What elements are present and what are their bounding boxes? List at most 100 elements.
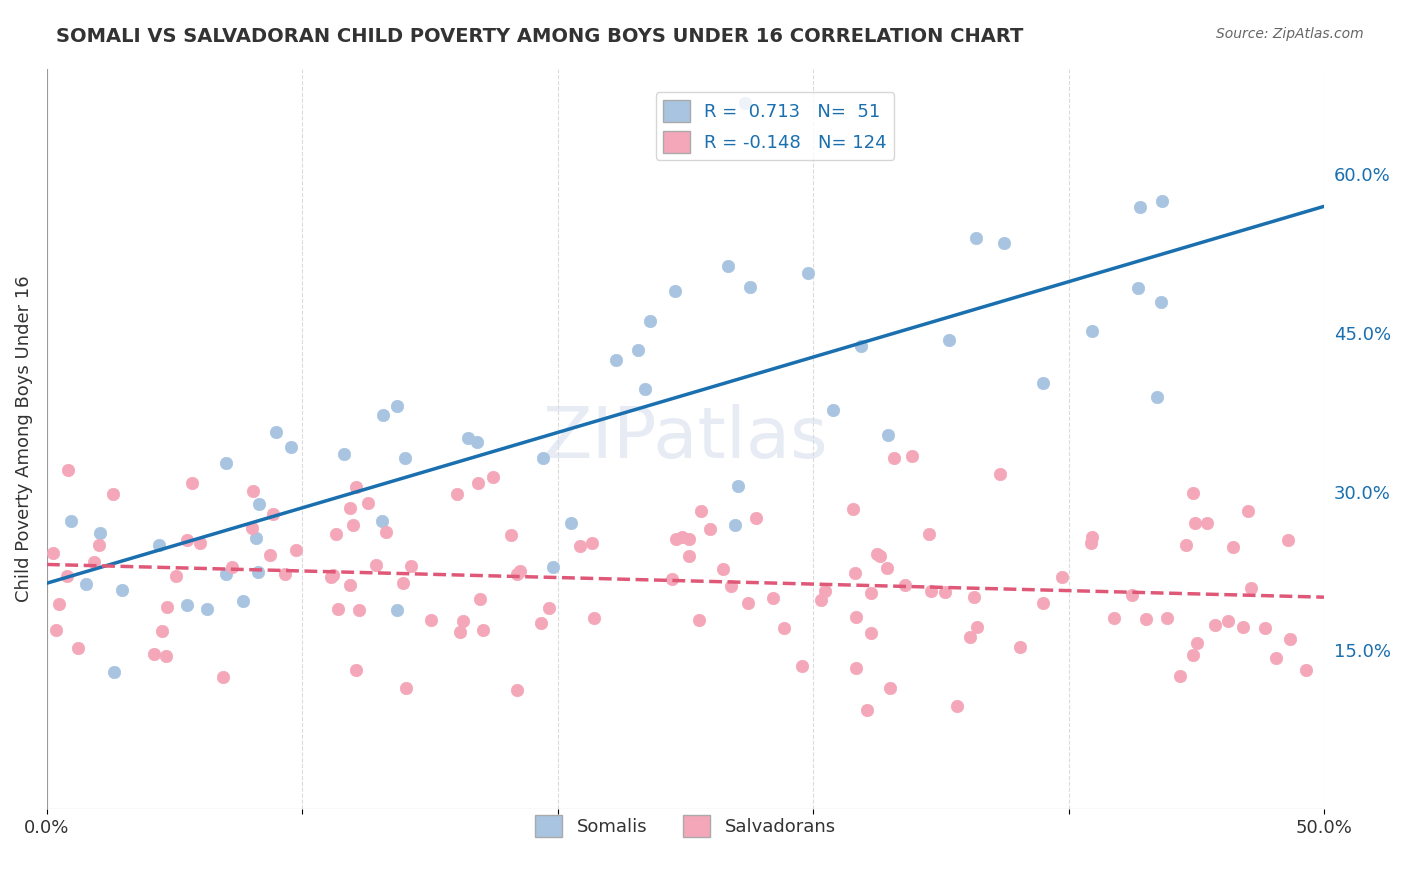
Point: [762, 591, 785, 605]
Point: [246, 566, 269, 580]
Point: [856, 703, 879, 717]
Point: [901, 449, 924, 463]
Point: [541, 559, 564, 574]
Point: [740, 280, 762, 294]
Point: [221, 559, 243, 574]
Point: [1254, 621, 1277, 635]
Point: [322, 568, 344, 582]
Point: [1204, 617, 1226, 632]
Point: [876, 561, 898, 575]
Point: [1150, 194, 1173, 208]
Point: [180, 475, 202, 490]
Point: [166, 568, 188, 582]
Point: [627, 343, 650, 357]
Point: [1265, 651, 1288, 665]
Point: [344, 480, 367, 494]
Point: [869, 549, 891, 564]
Point: [720, 579, 742, 593]
Point: [101, 487, 124, 501]
Point: [262, 507, 284, 521]
Point: [1277, 533, 1299, 548]
Point: [111, 582, 134, 597]
Point: [1008, 640, 1031, 654]
Point: [215, 456, 238, 470]
Point: [699, 522, 721, 536]
Point: [370, 514, 392, 528]
Point: [385, 603, 408, 617]
Point: [1121, 588, 1143, 602]
Point: [509, 564, 531, 578]
Point: [537, 600, 560, 615]
Text: SOMALI VS SALVADORAN CHILD POVERTY AMONG BOYS UNDER 16 CORRELATION CHART: SOMALI VS SALVADORAN CHILD POVERTY AMONG…: [56, 27, 1024, 45]
Point: [845, 610, 868, 624]
Point: [814, 584, 837, 599]
Point: [866, 547, 889, 561]
Point: [266, 425, 288, 440]
Point: [42, 546, 65, 560]
Point: [877, 428, 900, 442]
Point: [1184, 516, 1206, 531]
Point: [918, 527, 941, 541]
Point: [505, 567, 527, 582]
Point: [143, 648, 166, 662]
Point: [467, 475, 489, 490]
Point: [920, 584, 942, 599]
Y-axis label: Child Poverty Among Boys Under 16: Child Poverty Among Boys Under 16: [15, 276, 32, 602]
Point: [482, 470, 505, 484]
Point: [963, 590, 986, 604]
Point: [471, 624, 494, 638]
Point: [285, 542, 308, 557]
Text: ZIPatlas: ZIPatlas: [543, 404, 828, 474]
Point: [1216, 614, 1239, 628]
Point: [394, 451, 416, 466]
Point: [420, 613, 443, 627]
Point: [530, 616, 553, 631]
Point: [195, 602, 218, 616]
Point: [366, 558, 388, 572]
Point: [717, 260, 740, 274]
Point: [75, 576, 97, 591]
Point: [211, 670, 233, 684]
Point: [1237, 504, 1260, 518]
Point: [176, 533, 198, 548]
Point: [605, 353, 627, 368]
Point: [737, 596, 759, 610]
Point: [176, 599, 198, 613]
Point: [457, 431, 479, 445]
Point: [45, 624, 67, 638]
Point: [505, 683, 527, 698]
Point: [59, 514, 82, 528]
Point: [988, 467, 1011, 481]
Point: [259, 549, 281, 563]
Point: [1232, 620, 1254, 634]
Point: [66, 641, 89, 656]
Point: [89, 526, 111, 541]
Point: [690, 504, 713, 518]
Point: [347, 603, 370, 617]
Point: [339, 501, 361, 516]
Point: [83, 555, 105, 569]
Point: [55, 569, 77, 583]
Point: [560, 516, 582, 530]
Point: [727, 479, 749, 493]
Point: [1168, 668, 1191, 682]
Point: [965, 231, 987, 245]
Point: [394, 681, 416, 695]
Point: [399, 559, 422, 574]
Point: [1156, 611, 1178, 625]
Point: [1150, 295, 1173, 310]
Point: [87, 539, 110, 553]
Point: [688, 613, 710, 627]
Point: [772, 622, 794, 636]
Point: [1135, 612, 1157, 626]
Point: [581, 535, 603, 549]
Point: [467, 434, 489, 449]
Point: [1080, 531, 1102, 545]
Point: [150, 624, 173, 638]
Point: [326, 602, 349, 616]
Point: [501, 528, 523, 542]
Point: [713, 561, 735, 575]
Text: Source: ZipAtlas.com: Source: ZipAtlas.com: [1216, 27, 1364, 41]
Point: [1278, 632, 1301, 646]
Point: [1240, 581, 1263, 595]
